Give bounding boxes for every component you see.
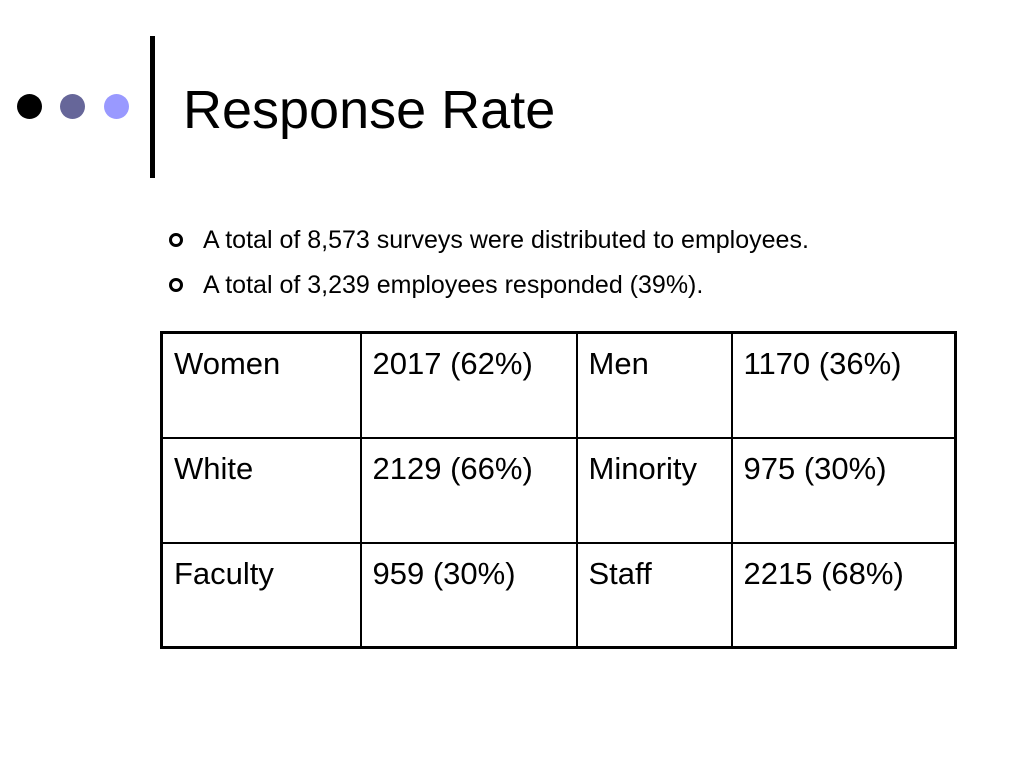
table-cell-group: Staff (575, 541, 733, 649)
table-cell-count: 975 (30%) (730, 436, 957, 544)
bullet-list: A total of 8,573 surveys were distribute… (167, 222, 809, 312)
table-row: Women 2017 (62%) Men 1170 (36%) (160, 331, 957, 439)
bullet-item: A total of 3,239 employees responded (39… (167, 267, 809, 312)
decorative-dot-black (17, 94, 42, 119)
table-row: White 2129 (66%) Minority 975 (30%) (160, 436, 957, 544)
table-row: Faculty 959 (30%) Staff 2215 (68%) (160, 541, 957, 649)
table-cell-count: 2129 (66%) (359, 436, 578, 544)
hollow-circle-bullet-icon (169, 233, 183, 247)
table-cell-group: White (160, 436, 362, 544)
table-cell-count: 959 (30%) (359, 541, 578, 649)
bullet-item: A total of 8,573 surveys were distribute… (167, 222, 809, 267)
table-cell-group: Minority (575, 436, 733, 544)
response-table: Women 2017 (62%) Men 1170 (36%) White 21… (160, 331, 957, 649)
title-divider (150, 36, 155, 178)
table-cell-count: 2017 (62%) (359, 331, 578, 439)
decorative-dot-lavender (104, 94, 129, 119)
table-cell-count: 2215 (68%) (730, 541, 957, 649)
table-cell-group: Faculty (160, 541, 362, 649)
bullet-text: A total of 3,239 employees responded (39… (203, 271, 704, 299)
table-cell-count: 1170 (36%) (730, 331, 957, 439)
bullet-text: A total of 8,573 surveys were distribute… (203, 226, 809, 254)
hollow-circle-bullet-icon (169, 278, 183, 292)
table-cell-group: Men (575, 331, 733, 439)
table-cell-group: Women (160, 331, 362, 439)
slide-title: Response Rate (183, 80, 556, 140)
decorative-dot-purple (60, 94, 85, 119)
